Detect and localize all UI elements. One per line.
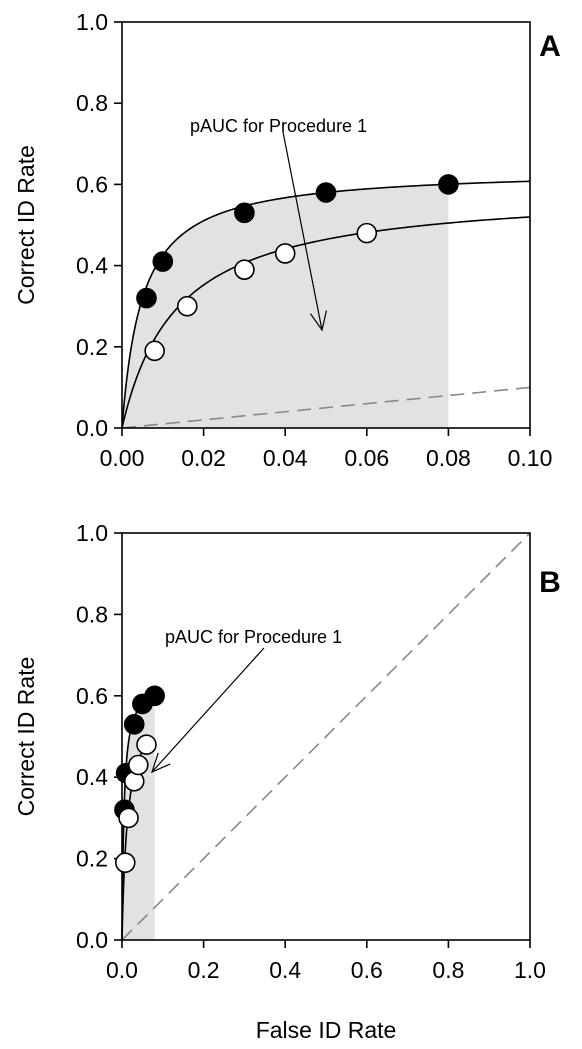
y-tick-label: 1.0 <box>76 520 108 546</box>
plot-frame <box>121 532 531 941</box>
x-tick-label: 0.8 <box>432 957 464 983</box>
pauc-shaded-region <box>122 184 449 428</box>
filled-data-point <box>152 251 174 272</box>
open-data-point <box>136 734 157 755</box>
pauc-annotation: pAUC for Procedure 1 <box>165 627 342 647</box>
filled-data-point <box>144 685 165 707</box>
chart-panel-b: 0.0 0.2 0.4 0.6 0.8 1.0 0.0 0.2 0.4 0.6 0.8 1.0 Corr… <box>13 520 561 1043</box>
x-tick-label: 0.6 <box>351 957 383 983</box>
x-tick-label: 0.06 <box>344 445 389 471</box>
filled-data-point <box>234 202 255 224</box>
x-tick-label: 0.0 <box>106 957 138 983</box>
x-tick-label: 0.2 <box>188 957 220 983</box>
fitted-curve-2 <box>121 216 531 429</box>
x-tick-label: 0.10 <box>508 445 553 471</box>
annotation-arrowhead <box>151 752 171 774</box>
x-axis-title: False ID Rate <box>256 1017 397 1043</box>
open-data-point <box>176 295 198 317</box>
open-data-point <box>356 222 378 244</box>
open-data-point <box>234 259 255 280</box>
open-data-point <box>128 754 149 776</box>
x-tick-label: 0.08 <box>426 445 471 471</box>
y-tick-label: 0.4 <box>76 253 108 279</box>
annotation-arrowhead <box>309 310 328 332</box>
y-tick-label: 0.8 <box>76 90 108 116</box>
plot-frame <box>121 21 531 429</box>
annotation-arrow <box>151 647 265 773</box>
panel-letter: A <box>539 30 561 63</box>
chance-line <box>121 532 531 941</box>
chart-panel-a: 0.00 0.02 0.04 0.06 0.08 0.10 0.0 0.2 0.4 0.6 0.8 1… <box>13 9 561 471</box>
panel-letter: B <box>539 566 561 599</box>
open-data-point <box>114 852 136 873</box>
y-tick-label: 0.2 <box>76 846 108 872</box>
y-axis-title: Correct ID Rate <box>13 145 39 305</box>
pauc-annotation: pAUC for Procedure 1 <box>190 116 367 136</box>
x-tick-label: 1.0 <box>514 957 546 983</box>
filled-data-point <box>315 182 337 203</box>
x-tick-label: 0.00 <box>100 445 145 471</box>
chance-line <box>121 386 531 429</box>
x-tick-label: 0.02 <box>181 445 226 471</box>
y-tick-label: 0.4 <box>76 764 108 790</box>
y-tick-label: 0.6 <box>76 171 108 197</box>
y-axis-title: Correct ID Rate <box>13 657 39 817</box>
x-tick-label: 0.04 <box>263 445 308 471</box>
filled-data-point <box>123 713 145 735</box>
annotation-arrow <box>282 131 323 331</box>
y-tick-label: 0.0 <box>76 927 108 953</box>
filled-data-point <box>136 287 157 309</box>
x-tick-label: 0.4 <box>269 957 301 983</box>
y-tick-label: 0.0 <box>76 415 108 441</box>
y-tick-label: 0.8 <box>76 601 108 627</box>
y-tick-label: 0.6 <box>76 683 108 709</box>
filled-data-point <box>438 174 459 195</box>
open-data-point <box>118 807 139 829</box>
y-tick-label: 1.0 <box>76 9 108 35</box>
open-data-point <box>274 243 296 264</box>
y-tick-label: 0.2 <box>76 334 108 360</box>
open-data-point <box>144 340 165 362</box>
